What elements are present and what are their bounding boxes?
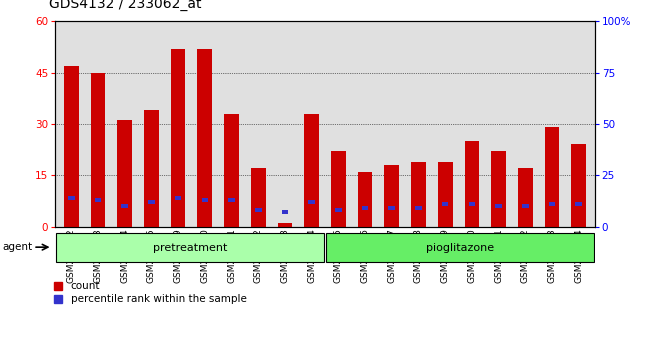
Bar (545, 127, 560, 227)
Text: pretreatment: pretreatment (153, 243, 228, 253)
Bar (228, 198, 235, 202)
Bar (469, 202, 475, 206)
Text: pioglitazone: pioglitazone (426, 243, 494, 253)
Bar (522, 204, 528, 208)
Bar (202, 198, 208, 202)
Bar (465, 141, 479, 227)
Bar (198, 48, 212, 227)
Bar (56, 234, 324, 262)
Bar (251, 169, 266, 227)
Bar (175, 196, 181, 200)
Bar (495, 204, 502, 208)
Bar (148, 200, 155, 204)
Legend: count, percentile rank within the sample: count, percentile rank within the sample (54, 281, 246, 304)
Bar (224, 114, 239, 227)
Bar (281, 210, 288, 214)
Bar (358, 172, 372, 227)
Bar (518, 169, 532, 227)
Bar (491, 151, 506, 227)
Bar (331, 151, 346, 227)
Bar (571, 144, 586, 227)
Bar (384, 165, 399, 227)
Bar (144, 110, 159, 227)
Bar (304, 114, 319, 227)
Bar (255, 208, 261, 212)
Bar (411, 161, 426, 227)
Bar (68, 196, 75, 200)
Bar (326, 234, 594, 262)
Bar (118, 120, 132, 227)
Bar (575, 202, 582, 206)
Text: agent: agent (3, 242, 33, 252)
Bar (415, 206, 422, 210)
Bar (90, 73, 105, 227)
Bar (95, 198, 101, 202)
Bar (171, 48, 185, 227)
Bar (64, 66, 79, 227)
Bar (442, 202, 448, 206)
Bar (438, 161, 452, 227)
Text: GDS4132 / 233062_at: GDS4132 / 233062_at (49, 0, 202, 11)
Bar (362, 206, 369, 210)
Bar (389, 206, 395, 210)
Bar (308, 200, 315, 204)
Bar (278, 223, 292, 227)
Bar (122, 204, 128, 208)
Bar (549, 202, 555, 206)
Bar (335, 208, 342, 212)
